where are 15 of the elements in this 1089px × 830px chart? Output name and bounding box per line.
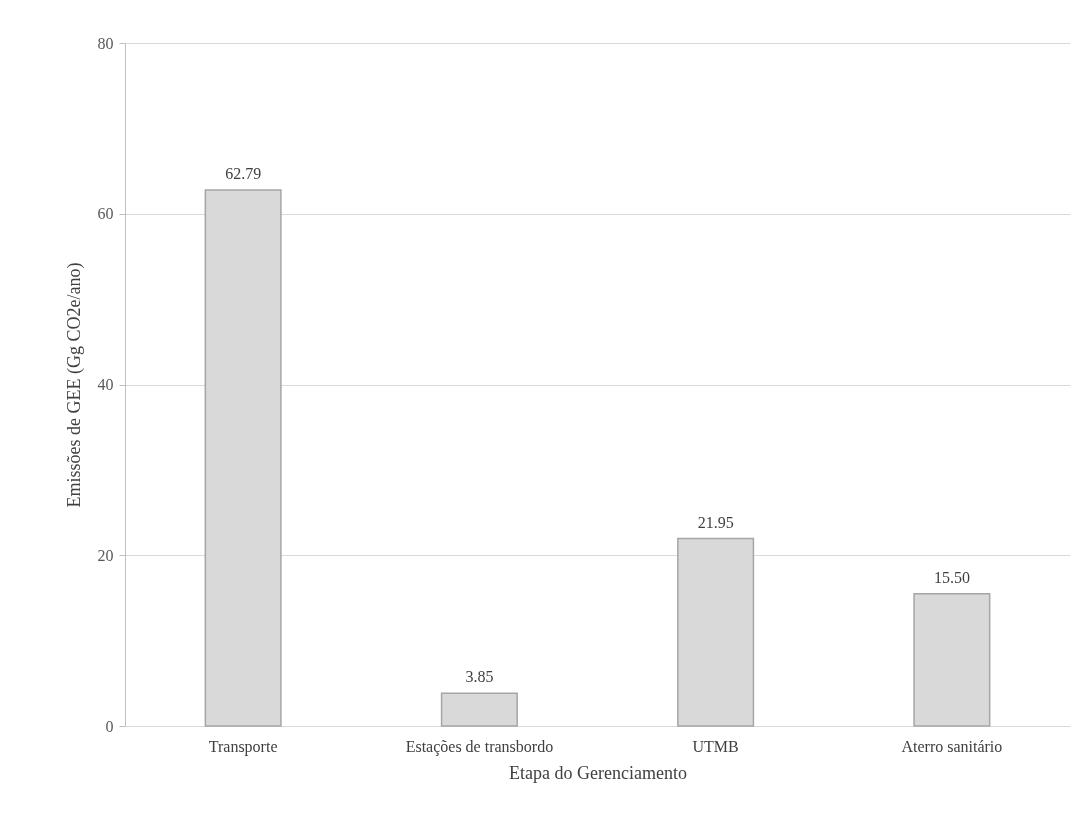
y-tick-label: 20 xyxy=(97,546,114,564)
y-tick-label: 0 xyxy=(105,717,114,735)
data-label: 15.50 xyxy=(933,568,970,586)
y-axis-title: Emissões de GEE (Gg CO2e/ano) xyxy=(63,262,85,508)
x-tick-label: Transporte xyxy=(208,737,278,756)
x-axis-title: Etapa do Gerenciamento xyxy=(509,762,687,783)
data-label: 62.79 xyxy=(225,164,262,182)
y-tick-label: 40 xyxy=(97,376,114,393)
data-label: 21.95 xyxy=(697,513,734,531)
data-label: 3.85 xyxy=(465,668,494,686)
x-tick-label: UTMB xyxy=(692,737,739,755)
x-tick-label: Aterro sanitário xyxy=(901,737,1003,755)
y-tick-label: 80 xyxy=(97,34,114,52)
y-tick-label: 60 xyxy=(97,205,114,223)
x-tick-label: Estações de transbordo xyxy=(405,737,554,756)
